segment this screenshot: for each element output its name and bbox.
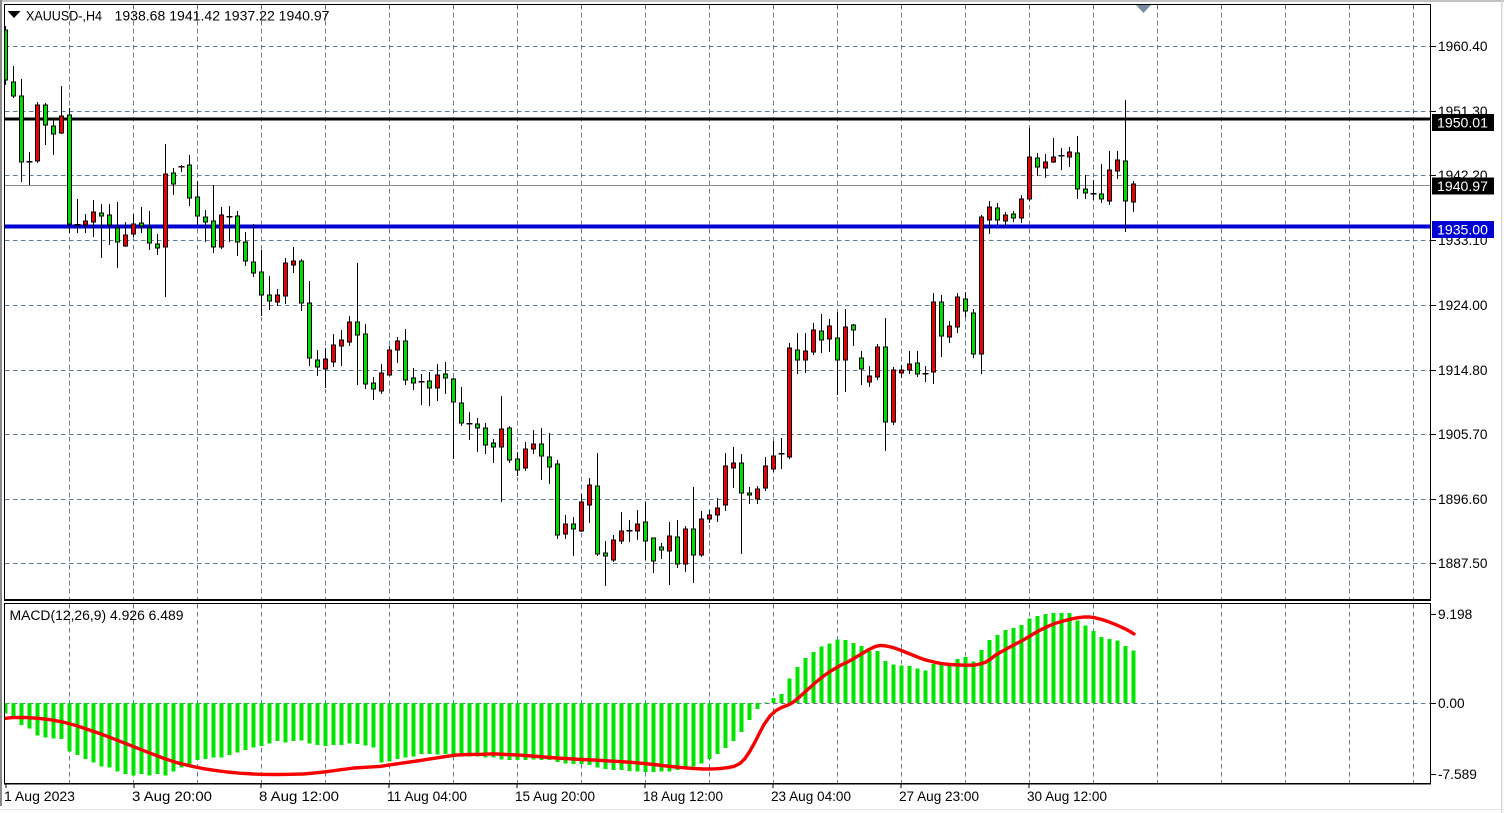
svg-text:30 Aug 12:00: 30 Aug 12:00	[1027, 789, 1107, 804]
svg-text:8 Aug 12:00: 8 Aug 12:00	[259, 789, 339, 804]
svg-text:1935.00: 1935.00	[1437, 223, 1488, 238]
svg-text:1940.97: 1940.97	[1437, 179, 1488, 194]
svg-text:9.198: 9.198	[1438, 607, 1473, 622]
svg-text:18 Aug 12:00: 18 Aug 12:00	[643, 789, 723, 804]
svg-text:1905.70: 1905.70	[1438, 427, 1488, 442]
svg-text:23 Aug 04:00: 23 Aug 04:00	[771, 789, 851, 804]
svg-text:1960.40: 1960.40	[1438, 39, 1488, 54]
svg-text:0.00: 0.00	[1438, 696, 1465, 711]
svg-text:27 Aug 23:00: 27 Aug 23:00	[899, 789, 979, 804]
svg-text:1 Aug 2023: 1 Aug 2023	[4, 789, 75, 804]
svg-text:3 Aug 20:00: 3 Aug 20:00	[132, 789, 212, 804]
svg-text:1896.60: 1896.60	[1438, 492, 1488, 507]
svg-text:1887.50: 1887.50	[1438, 556, 1488, 571]
svg-text:MACD(12,26,9) 4.926 6.489: MACD(12,26,9) 4.926 6.489	[10, 608, 184, 623]
svg-text:1938.68 1941.42 1937.22 1940.9: 1938.68 1941.42 1937.22 1940.97	[115, 9, 330, 24]
svg-text:1914.80: 1914.80	[1438, 363, 1488, 378]
svg-text:1950.01: 1950.01	[1437, 116, 1488, 131]
svg-text:XAUUSD-,H4: XAUUSD-,H4	[26, 9, 102, 24]
svg-text:-7.589: -7.589	[1438, 767, 1477, 782]
svg-text:1924.00: 1924.00	[1438, 298, 1488, 313]
svg-text:11 Aug 04:00: 11 Aug 04:00	[387, 789, 467, 804]
svg-text:15 Aug 20:00: 15 Aug 20:00	[515, 789, 595, 804]
